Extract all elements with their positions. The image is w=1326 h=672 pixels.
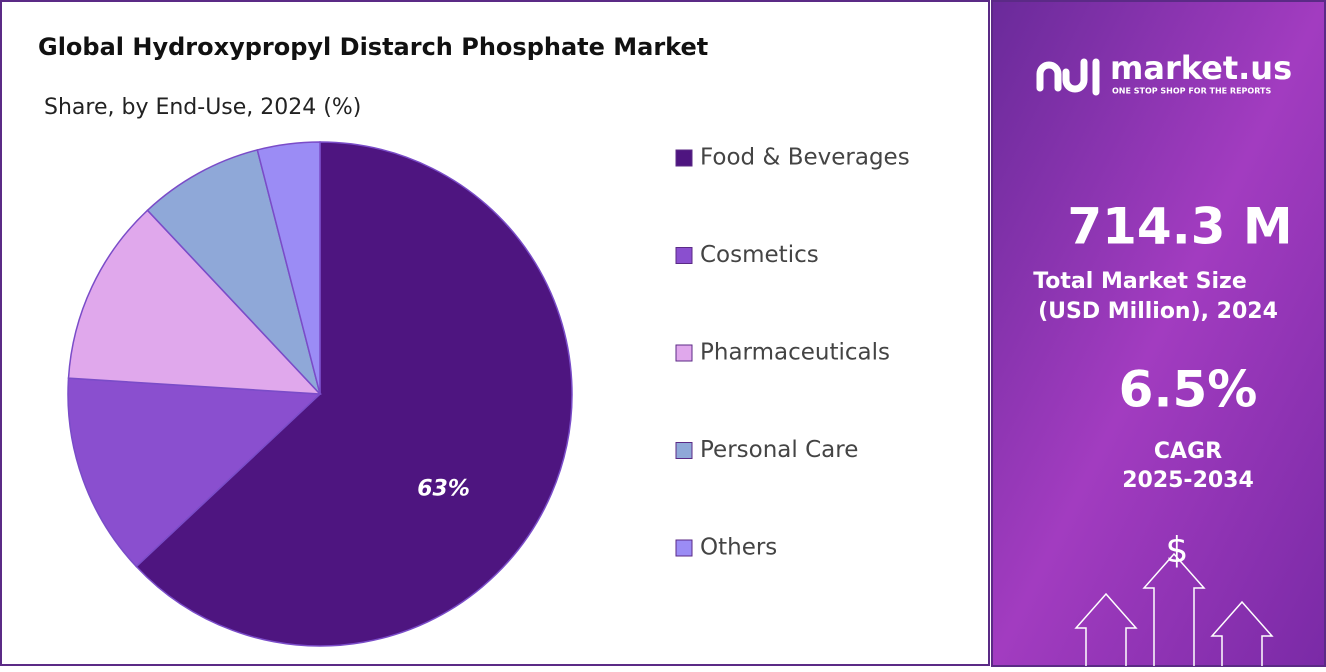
brand-tagline: ONE STOP SHOP FOR THE REPORTS [1112, 87, 1271, 96]
market-size-label: Total Market Size [1033, 269, 1247, 294]
legend-swatch [675, 344, 693, 362]
pie-slice [146, 149, 321, 395]
cagr-label: CAGR [1154, 439, 1222, 464]
cagr-label: 2025-2034 [1122, 468, 1254, 493]
side-panel [991, 0, 1326, 667]
legend: Food & Beverages Cosmetics Pharmaceuticals… [675, 145, 910, 561]
chart-title: Global Hydroxypropyl Distarch Phosphate … [38, 33, 708, 61]
market-size-label: (USD Million), 2024 [1038, 299, 1278, 324]
legend-swatch [675, 442, 693, 459]
legend-label: Cosmetics [700, 242, 819, 268]
legend-swatch [675, 149, 693, 167]
data-label: 63% [417, 477, 470, 502]
legend-label: Others [700, 535, 777, 561]
pie-slice [135, 141, 573, 647]
brand-logo [1036, 58, 1100, 96]
cagr-value: 6.5% [1119, 361, 1258, 419]
legend-swatch [675, 247, 693, 264]
legend-label: Food & Beverages [700, 145, 910, 171]
pie-slice [256, 141, 321, 395]
chart-subtitle: Share, by End-Use, 2024 (%) [44, 95, 361, 120]
legend-label: Pharmaceuticals [700, 340, 890, 366]
dollar-icon: $ [1166, 530, 1189, 571]
pie-slice [67, 377, 322, 568]
pie: 63% [67, 141, 573, 647]
legend-swatch [675, 539, 693, 557]
arrow-icons [1074, 552, 1274, 666]
market-size: 714.3 M [1067, 198, 1292, 256]
legend-label: Personal Care [700, 437, 858, 463]
pie-slice [67, 209, 322, 395]
brand-name: market.us [1110, 49, 1292, 87]
